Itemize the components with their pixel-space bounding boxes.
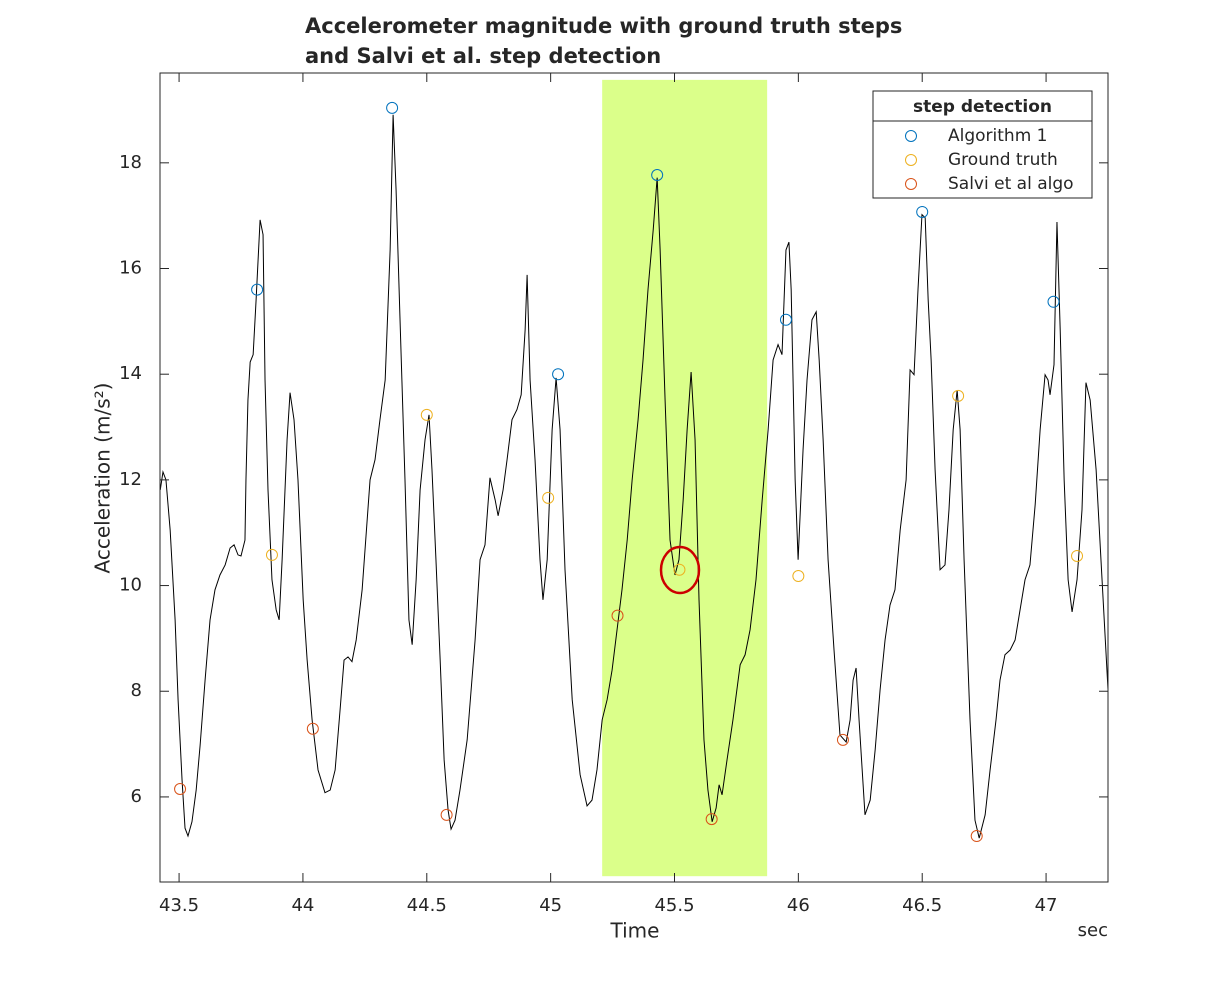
x-tick-label: 44: [291, 895, 314, 916]
step-marker: [251, 283, 264, 296]
step-marker: [916, 205, 929, 218]
y-tick-label: 16: [119, 258, 142, 279]
annotation-ellipse: [659, 545, 701, 595]
step-marker: [673, 563, 686, 576]
step-marker: [970, 830, 983, 843]
x-tick-label: 45.5: [654, 895, 694, 916]
step-marker: [420, 408, 433, 421]
x-tick-label: 46.5: [902, 895, 942, 916]
legend-label: Algorithm 1: [948, 126, 1047, 146]
signal-line: [160, 114, 1108, 839]
x-tick-label: 44.5: [407, 895, 447, 916]
axes-box: [159, 72, 1109, 883]
x-tick-label: 46: [787, 895, 810, 916]
plot-content: [160, 79, 1108, 877]
step-marker: [792, 570, 805, 583]
y-tick-label: 6: [131, 786, 142, 807]
y-tick-label: 14: [119, 363, 142, 384]
legend-marker: [905, 178, 917, 190]
x-tick-label: 47: [1035, 895, 1058, 916]
step-marker: [440, 808, 453, 821]
step-marker: [552, 368, 565, 381]
step-marker: [779, 313, 792, 326]
x-axis-label: Time: [610, 919, 660, 943]
y-tick-label: 12: [119, 469, 142, 490]
step-marker: [651, 168, 664, 181]
step-marker: [1071, 549, 1084, 562]
step-marker: [386, 101, 399, 114]
legend: step detection Algorithm 1 Ground truth Sal…: [872, 90, 1093, 199]
legend-label: Salvi et al algo: [948, 174, 1074, 194]
x-tick-label: 45: [539, 895, 562, 916]
legend-box: [872, 90, 1093, 199]
legend-marker: [905, 130, 917, 142]
step-marker: [952, 389, 965, 402]
step-marker: [836, 733, 849, 746]
step-marker: [265, 548, 278, 561]
legend-label: Ground truth: [948, 150, 1058, 170]
step-marker: [611, 609, 624, 622]
legend-title: step detection: [913, 97, 1052, 117]
step-marker: [174, 782, 187, 795]
x-axis-unit: sec: [1078, 920, 1108, 941]
y-axis-label: Acceleration (m/s²): [91, 383, 115, 574]
chart-title: and Salvi et al. step detection: [305, 44, 661, 68]
legend-marker: [905, 154, 917, 166]
y-tick-label: 8: [131, 680, 142, 701]
step-marker: [542, 491, 555, 504]
step-marker: [705, 813, 718, 826]
y-tick-label: 18: [119, 152, 142, 173]
x-tick-label: 43.5: [159, 895, 199, 916]
step-marker: [1047, 295, 1060, 308]
chart-title: Accelerometer magnitude with ground trut…: [305, 14, 902, 38]
y-tick-label: 10: [119, 575, 142, 596]
step-marker: [306, 722, 319, 735]
